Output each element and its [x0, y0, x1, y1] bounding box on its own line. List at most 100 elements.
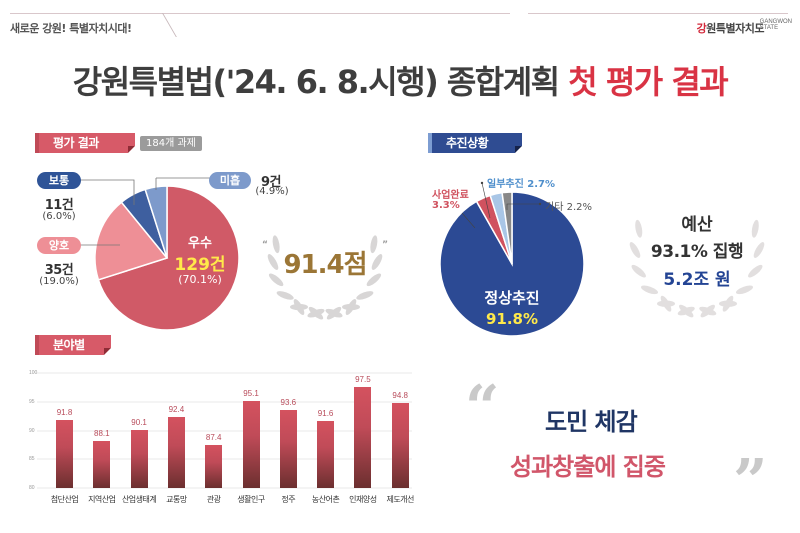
bar	[56, 420, 73, 488]
bar-value: 95.1	[243, 389, 259, 399]
bar-category: 인재양성	[349, 495, 377, 504]
brand-en-line1: GANGWON	[759, 19, 792, 25]
laurel-leaf	[629, 242, 641, 258]
laurel-leaf	[631, 264, 646, 278]
laurel-leaf	[366, 273, 382, 287]
excellent-pct: (70.1%)	[178, 273, 222, 286]
good-pct: (19.0%)	[39, 276, 79, 287]
normal-progress-pct: 91.8%	[485, 310, 539, 328]
ytick-95: 95	[29, 399, 35, 405]
ytick-85: 85	[29, 456, 35, 462]
normal-count: 11건	[44, 198, 74, 213]
excellent-label: 우수	[188, 236, 212, 251]
excellent-count: 129건	[174, 255, 226, 275]
bar-grid	[37, 372, 412, 489]
legend-good-pill: 양호	[37, 237, 81, 254]
poor-count: 9건	[260, 175, 282, 190]
laurel-leaf	[735, 285, 754, 295]
bar-value: 97.5	[355, 375, 371, 385]
brand-en-line2: STATE	[759, 25, 779, 31]
other-label: 기타 2.2%	[545, 202, 592, 213]
message-line1: 도민 체감	[545, 408, 638, 436]
bar-category: 농산어촌	[311, 495, 340, 504]
progress-tag: 추진상황	[428, 133, 522, 153]
brand-english: GANGWON STATE	[760, 19, 792, 31]
brand-prefix: 강	[696, 22, 707, 35]
bar	[167, 416, 185, 488]
laurel-leaf	[267, 254, 279, 270]
bar-category: 관광	[206, 495, 221, 504]
score-open-quote: “	[262, 240, 268, 250]
laurel-leaf	[748, 264, 763, 278]
laurel-leaf	[371, 254, 383, 270]
bar	[130, 429, 148, 488]
bar	[205, 445, 223, 488]
brand-logo: 강원특별자치도	[696, 20, 765, 36]
ytick-80: 80	[29, 485, 35, 491]
ytick-100: 100	[29, 370, 38, 376]
bar-category: 교통망	[166, 495, 187, 504]
poor-pct: (4.9%)	[255, 186, 289, 197]
laurel-leaf	[635, 219, 643, 238]
bar-category: 정주	[281, 495, 296, 504]
bar-category: 첨단산업	[50, 495, 79, 504]
laurel-leaf	[640, 285, 659, 295]
partial-label: 일부추진 2.7%	[487, 179, 556, 190]
pie-slice	[501, 191, 513, 265]
bar-category: 산업생태계	[121, 495, 157, 504]
laurel-leaf	[719, 300, 737, 307]
ytick-90: 90	[29, 428, 35, 434]
laurel-leaf	[753, 242, 765, 258]
bar-value: 93.6	[280, 397, 297, 407]
laurel-leaf	[276, 291, 294, 300]
bar-value: 92.4	[168, 404, 185, 414]
evaluation-pie	[94, 185, 240, 331]
pie-slice	[97, 185, 240, 331]
laurel-leaf	[751, 219, 759, 238]
laurel-leaf	[325, 308, 343, 318]
title-main: 강원특별법('24. 6. 8.시행) 종합계획	[72, 63, 569, 101]
pie1-leaders	[80, 177, 210, 246]
bar-value: 94.8	[392, 390, 408, 400]
bar	[93, 441, 111, 488]
score-value: 91.4점	[283, 250, 367, 280]
bar	[354, 387, 372, 488]
legend-normal-pill: 보통	[37, 172, 81, 189]
laurel-wreath-budget	[629, 219, 765, 318]
header-rule-right	[528, 13, 788, 14]
progress-pie	[439, 191, 585, 337]
brand-name: 원특별자치도	[706, 22, 764, 35]
bar	[242, 401, 260, 488]
laurel-wreath-score	[267, 235, 383, 320]
normal-progress-label: 정상추진	[484, 289, 540, 307]
laurel-leaf	[356, 291, 374, 300]
task-count-badge: 184개 과제	[140, 136, 202, 151]
bar-category: 생활인구	[237, 495, 265, 504]
laurel-leaf	[679, 304, 694, 318]
pie-slice	[94, 201, 169, 281]
good-count: 35건	[44, 263, 74, 278]
slogan: 새로운 강원! 특별자치시대!	[10, 22, 132, 35]
score-close-quote: ”	[382, 240, 388, 250]
legend-poor-pill: 미흡	[209, 172, 251, 189]
title-highlight: 첫 평가 결과	[568, 63, 728, 101]
bar	[279, 409, 297, 488]
close-quote-mark: ”	[733, 447, 768, 517]
laurel-leaf	[660, 295, 672, 312]
evaluation-tag: 평가 결과	[35, 133, 135, 153]
bar-value: 90.1	[131, 417, 147, 427]
laurel-leaf	[293, 299, 305, 315]
laurel-leaf	[308, 306, 324, 320]
complete-pct: 3.3%	[432, 200, 460, 211]
bar	[317, 421, 335, 488]
budget-label: 예산	[681, 215, 713, 235]
laurel-leaf	[342, 303, 360, 311]
laurel-leaf	[272, 235, 280, 254]
bar-value: 88.1	[94, 429, 110, 439]
bar-value: 87.4	[205, 433, 222, 443]
field-tag: 분야별	[35, 335, 111, 355]
page-title: 강원특별법('24. 6. 8.시행) 종합계획 첫 평가 결과	[0, 57, 800, 103]
laurel-leaf	[268, 273, 284, 287]
pie2-leaders	[461, 182, 540, 229]
